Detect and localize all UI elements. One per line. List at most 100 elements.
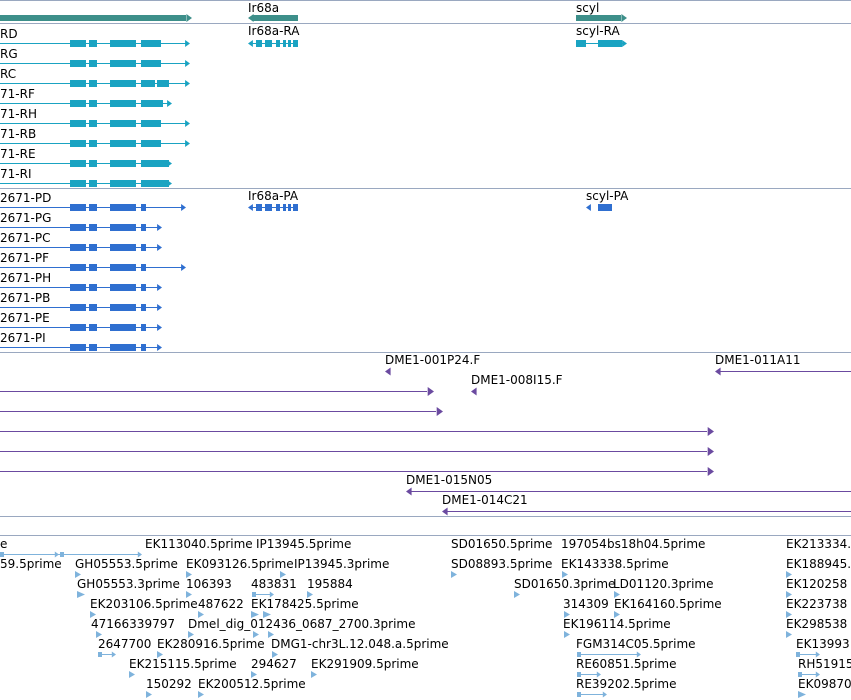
transcript-exon[interactable]: [155, 180, 169, 187]
est-mark[interactable]: [96, 631, 102, 638]
clone-end-marker[interactable]: [707, 427, 714, 436]
est-mark[interactable]: [129, 671, 135, 678]
transcript-strand-arrow[interactable]: [185, 140, 190, 147]
cds-exon[interactable]: [89, 204, 97, 211]
transcript-exon[interactable]: [141, 180, 155, 187]
transcript-strand-arrow[interactable]: [185, 120, 190, 127]
transcript-exon[interactable]: [89, 160, 97, 167]
transcript-exon[interactable]: [89, 40, 97, 47]
est-mark[interactable]: [577, 672, 581, 677]
transcript-strand-arrow[interactable]: [167, 100, 172, 107]
cds-exon[interactable]: [283, 204, 286, 211]
est-mark[interactable]: [577, 692, 581, 697]
gene-strand-arrow[interactable]: [621, 14, 627, 22]
cds-exon[interactable]: [70, 264, 86, 271]
est-mark[interactable]: [786, 591, 792, 598]
est-mark[interactable]: [614, 611, 620, 618]
transcript-exon[interactable]: [141, 140, 155, 147]
est-mark[interactable]: [253, 631, 259, 638]
gene-bar[interactable]: [0, 15, 186, 21]
est-mark[interactable]: [280, 571, 286, 578]
est-mark[interactable]: [98, 652, 102, 657]
est-strand-arrow[interactable]: [636, 651, 641, 658]
est-mark[interactable]: [188, 631, 194, 638]
transcript-exon[interactable]: [110, 180, 136, 187]
est-mark[interactable]: [786, 631, 792, 638]
transcript-exon[interactable]: [265, 40, 272, 47]
est-mark[interactable]: [272, 651, 278, 658]
est-mark[interactable]: [451, 571, 457, 578]
transcript-exon[interactable]: [89, 140, 97, 147]
transcript-exon[interactable]: [89, 80, 97, 87]
transcript-strand-arrow[interactable]: [248, 40, 253, 47]
transcript-exon[interactable]: [598, 40, 622, 47]
transcript-strand-arrow[interactable]: [185, 80, 190, 87]
transcript-exon[interactable]: [89, 120, 97, 127]
est-mark[interactable]: [268, 631, 274, 638]
transcript-exon[interactable]: [70, 40, 86, 47]
transcript-exon[interactable]: [141, 160, 155, 167]
est-mark[interactable]: [564, 611, 570, 618]
transcript-exon[interactable]: [256, 40, 262, 47]
transcript-exon[interactable]: [155, 60, 161, 67]
cds-exon[interactable]: [141, 284, 146, 291]
cds-strand-arrow[interactable]: [181, 264, 186, 271]
cds-exon[interactable]: [256, 204, 262, 211]
est-mark[interactable]: [786, 571, 792, 578]
clone-end-marker[interactable]: [471, 387, 477, 396]
cds-exon[interactable]: [141, 344, 146, 351]
transcript-exon[interactable]: [89, 180, 97, 187]
cds-strand-arrow[interactable]: [157, 344, 162, 351]
cds-strand-arrow[interactable]: [248, 204, 253, 211]
est-mark[interactable]: [796, 652, 800, 657]
clone-end-marker[interactable]: [406, 487, 412, 496]
cds-exon[interactable]: [110, 224, 136, 231]
est-mark[interactable]: [186, 591, 192, 598]
est-mark[interactable]: [577, 652, 581, 657]
transcript-exon[interactable]: [141, 60, 155, 67]
cds-exon[interactable]: [110, 324, 136, 331]
cds-exon[interactable]: [89, 224, 97, 231]
est-strand-arrow[interactable]: [596, 671, 601, 678]
cds-strand-arrow[interactable]: [157, 284, 162, 291]
est-strand-arrow[interactable]: [111, 651, 116, 658]
clone-end-marker[interactable]: [707, 467, 714, 476]
transcript-exon[interactable]: [293, 40, 298, 47]
est-strand-arrow[interactable]: [269, 591, 274, 598]
est-mark[interactable]: [311, 671, 317, 678]
cds-exon[interactable]: [70, 204, 86, 211]
cds-exon[interactable]: [70, 244, 86, 251]
est-mark[interactable]: [157, 651, 163, 658]
clone-end-marker[interactable]: [707, 447, 714, 456]
est-mark[interactable]: [90, 611, 96, 618]
cds-exon[interactable]: [70, 304, 86, 311]
cds-exon[interactable]: [110, 284, 136, 291]
cds-exon[interactable]: [141, 264, 146, 271]
est-mark[interactable]: [251, 671, 257, 678]
est-mark[interactable]: [263, 611, 271, 618]
transcript-exon[interactable]: [155, 40, 161, 47]
transcript-strand-arrow[interactable]: [167, 160, 172, 167]
transcript-exon[interactable]: [110, 40, 136, 47]
transcript-exon[interactable]: [70, 80, 86, 87]
cds-exon[interactable]: [141, 324, 146, 331]
cds-exon[interactable]: [110, 244, 136, 251]
transcript-exon[interactable]: [70, 180, 86, 187]
est-strand-arrow[interactable]: [602, 691, 607, 698]
cds-exon[interactable]: [110, 304, 136, 311]
transcript-exon[interactable]: [276, 40, 280, 47]
est-strand-arrow[interactable]: [137, 551, 142, 558]
cds-exon[interactable]: [70, 284, 86, 291]
est-mark[interactable]: [798, 672, 802, 677]
transcript-exon[interactable]: [70, 140, 86, 147]
est-mark[interactable]: [307, 591, 313, 598]
cds-exon[interactable]: [89, 284, 97, 291]
transcript-exon[interactable]: [157, 80, 169, 87]
cds-exon[interactable]: [265, 204, 272, 211]
est-mark[interactable]: [562, 571, 568, 578]
cds-strand-arrow[interactable]: [586, 204, 591, 211]
cds-strand-arrow[interactable]: [181, 204, 186, 211]
transcript-exon[interactable]: [70, 100, 86, 107]
transcript-exon[interactable]: [110, 120, 136, 127]
est-mark[interactable]: [614, 591, 620, 598]
